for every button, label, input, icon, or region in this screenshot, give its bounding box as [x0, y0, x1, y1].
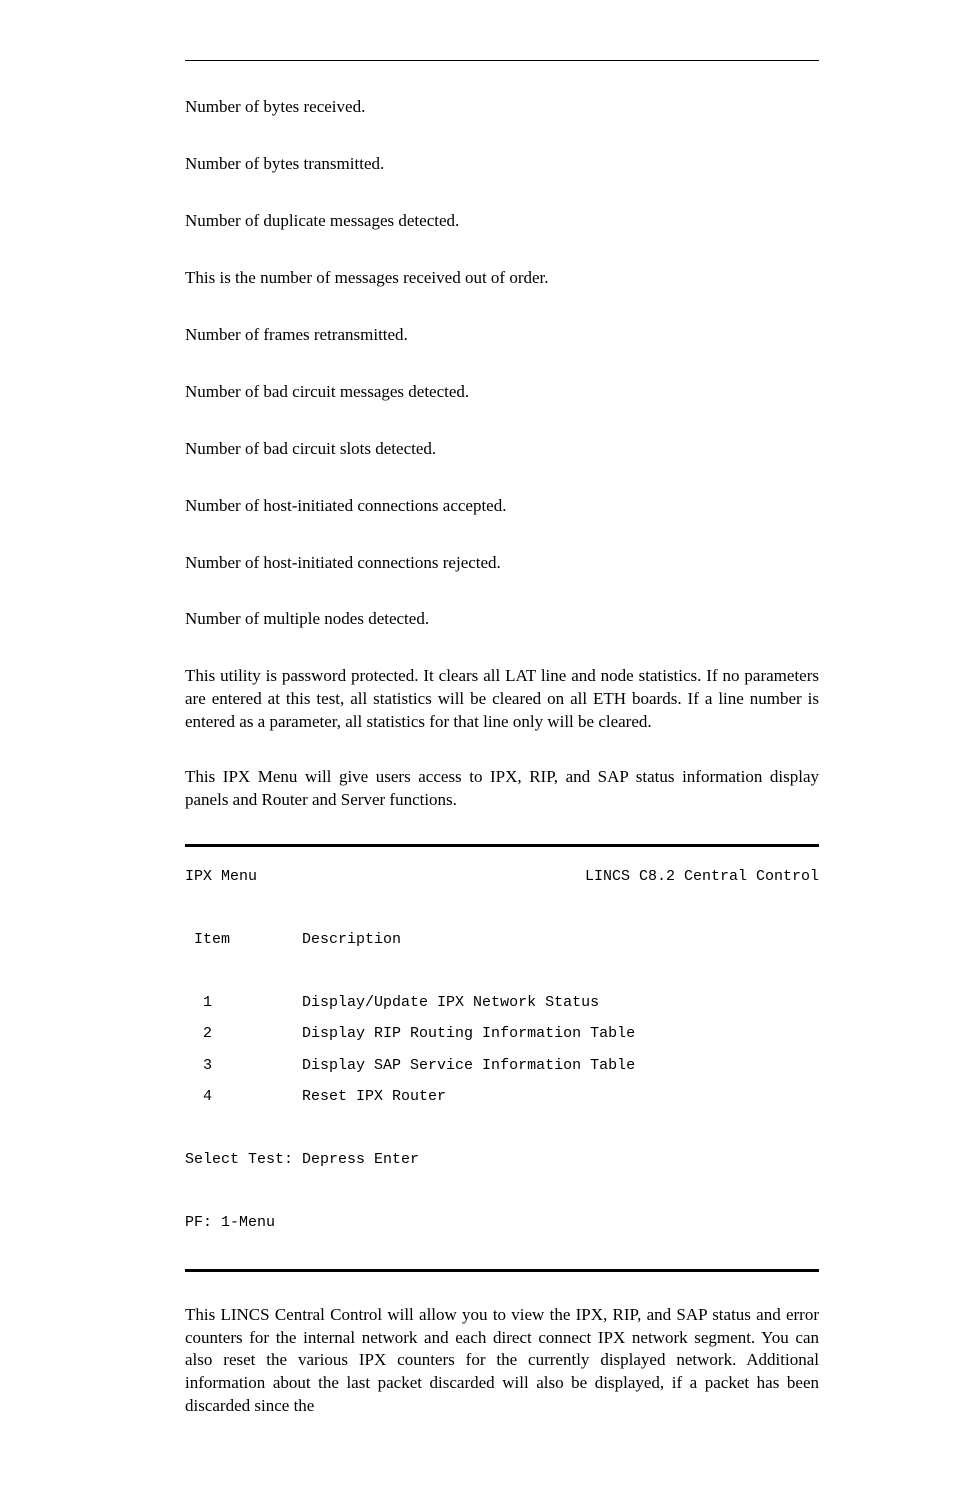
menu-blank	[185, 963, 819, 979]
definition-text: Number of frames retransmitted.	[185, 325, 408, 344]
menu-select-line: Select Test: Depress Enter	[185, 1152, 819, 1168]
definition-item: Number of bytes transmitted.	[185, 153, 819, 176]
definition-text: This is the number of messages received …	[185, 268, 549, 287]
definition-item: Number of bad circuit messages detected.	[185, 381, 819, 404]
menu-desc: Display/Update IPX Network Status	[302, 994, 599, 1011]
menu-title-right: LINCS C8.2 Central Control	[585, 869, 819, 885]
definition-item: Number of frames retransmitted.	[185, 324, 819, 347]
definition-item: Number of duplicate messages detected.	[185, 210, 819, 233]
definition-text: Number of multiple nodes detected.	[185, 609, 429, 628]
ipx-menu-terminal: IPX Menu LINCS C8.2 Central Control Item …	[185, 844, 819, 1272]
definition-text: Number of bytes transmitted.	[185, 154, 384, 173]
menu-item: 2	[185, 1025, 212, 1042]
definition-text: Number of bad circuit slots detected.	[185, 439, 436, 458]
definition-text: Number of bad circuit messages detected.	[185, 382, 469, 401]
menu-item: 3	[185, 1057, 212, 1074]
header-rule	[185, 60, 819, 61]
definition-text: Number of duplicate messages detected.	[185, 211, 459, 230]
definition-text: Number of bytes received.	[185, 97, 365, 116]
menu-col-desc: Description	[302, 931, 401, 948]
menu-blank	[185, 1121, 819, 1137]
definition-item: This is the number of messages received …	[185, 267, 819, 290]
ipx-intro-paragraph: This IPX Menu will give users access to …	[185, 766, 819, 812]
menu-title-left: IPX Menu	[185, 869, 257, 885]
menu-desc: Display SAP Service Information Table	[302, 1057, 635, 1074]
menu-columns-header: Item Description	[185, 932, 819, 948]
menu-row-3: 3 Display SAP Service Information Table	[185, 1058, 819, 1074]
menu-row-1: 1 Display/Update IPX Network Status	[185, 995, 819, 1011]
menu-blank	[185, 1184, 819, 1200]
clear-section: This utility is password protected. It c…	[185, 665, 819, 734]
definition-text: Number of host-initiated connections acc…	[185, 496, 506, 515]
definition-item: Number of host-initiated connections acc…	[185, 495, 819, 518]
ipx-intro-section: This IPX Menu will give users access to …	[185, 766, 819, 812]
menu-desc: Display RIP Routing Information Table	[302, 1025, 635, 1042]
clear-paragraph: This utility is password protected. It c…	[185, 665, 819, 734]
definition-item: Number of bytes received.	[185, 96, 819, 119]
definition-item: Number of bad circuit slots detected.	[185, 438, 819, 461]
definition-text: Number of host-initiated connections rej…	[185, 553, 501, 572]
definitions-list: Number of bytes received. Number of byte…	[185, 96, 819, 631]
definition-item: Number of host-initiated connections rej…	[185, 552, 819, 575]
closing-section: This LINCS Central Control will allow yo…	[185, 1304, 819, 1419]
menu-desc: Reset IPX Router	[302, 1088, 446, 1105]
menu-blank	[185, 900, 819, 916]
menu-pf-line: PF: 1-Menu	[185, 1215, 819, 1231]
closing-paragraph: This LINCS Central Control will allow yo…	[185, 1304, 819, 1419]
document-page: Number of bytes received. Number of byte…	[0, 0, 954, 1510]
menu-item: 1	[185, 994, 212, 1011]
menu-row-4: 4 Reset IPX Router	[185, 1089, 819, 1105]
definition-item: Number of multiple nodes detected.	[185, 608, 819, 631]
menu-item: 4	[185, 1088, 212, 1105]
menu-col-item: Item	[185, 931, 230, 948]
menu-row-2: 2 Display RIP Routing Information Table	[185, 1026, 819, 1042]
